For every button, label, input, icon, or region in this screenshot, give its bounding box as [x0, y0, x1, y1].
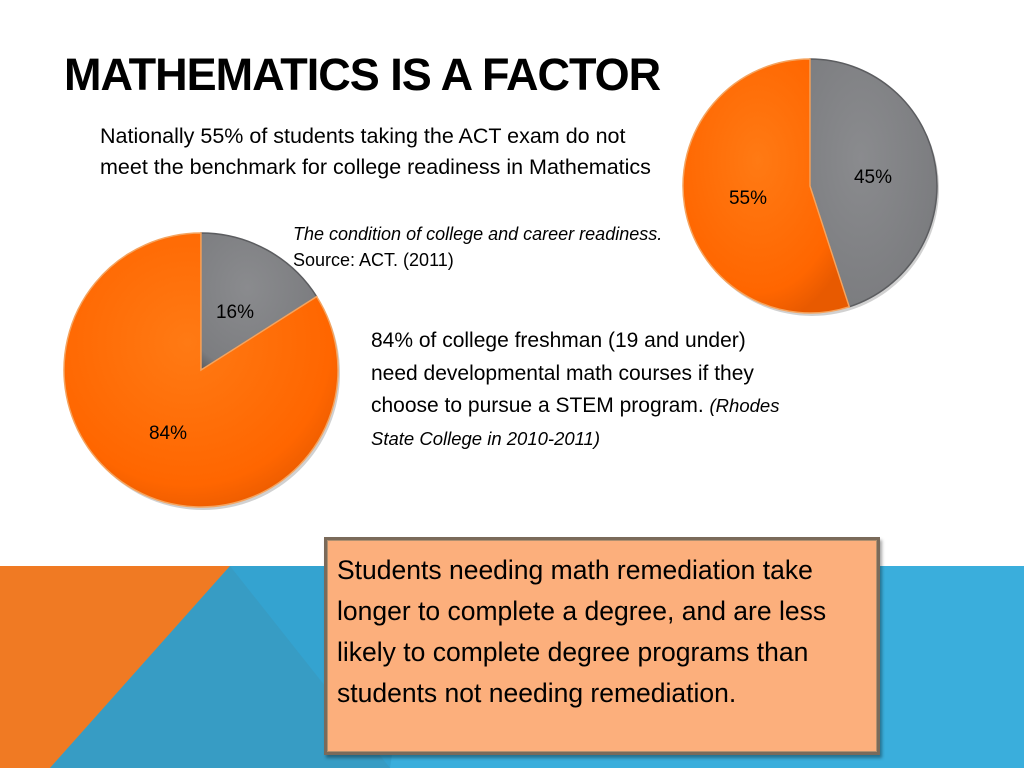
freshman-statistic: 84% of college freshman (19 and under) n…	[371, 329, 754, 417]
source-reference: Source: ACT. (2011)	[293, 250, 454, 270]
pie-label: 84%	[149, 423, 187, 444]
freshman-statistic-text: 84% of college freshman (19 and under) n…	[371, 325, 791, 455]
pie-label: 55%	[729, 188, 767, 209]
pie-label: 16%	[216, 302, 254, 323]
pie-slice-55pct	[682, 58, 851, 314]
pie-chart-1: 16% 84%	[63, 232, 340, 510]
act-source-citation: The condition of college and career read…	[293, 221, 693, 273]
pie-chart-2: 45% 55%	[682, 58, 939, 316]
pie-label: 45%	[854, 167, 892, 188]
source-title: The condition of college and career read…	[293, 224, 663, 244]
pie-slice-16pct	[200, 232, 318, 372]
pie-slice-84pct	[63, 232, 339, 508]
act-statistic-text: Nationally 55% of students taking the AC…	[100, 124, 651, 179]
rhodes-source-citation: (Rhodes State College in 2010-2011)	[371, 395, 780, 449]
remediation-callout: Students needing math remediation take l…	[324, 537, 880, 755]
slide-title: MATHEMATICS IS A FACTOR	[64, 49, 661, 100]
pie-slice-45pct	[809, 58, 938, 308]
